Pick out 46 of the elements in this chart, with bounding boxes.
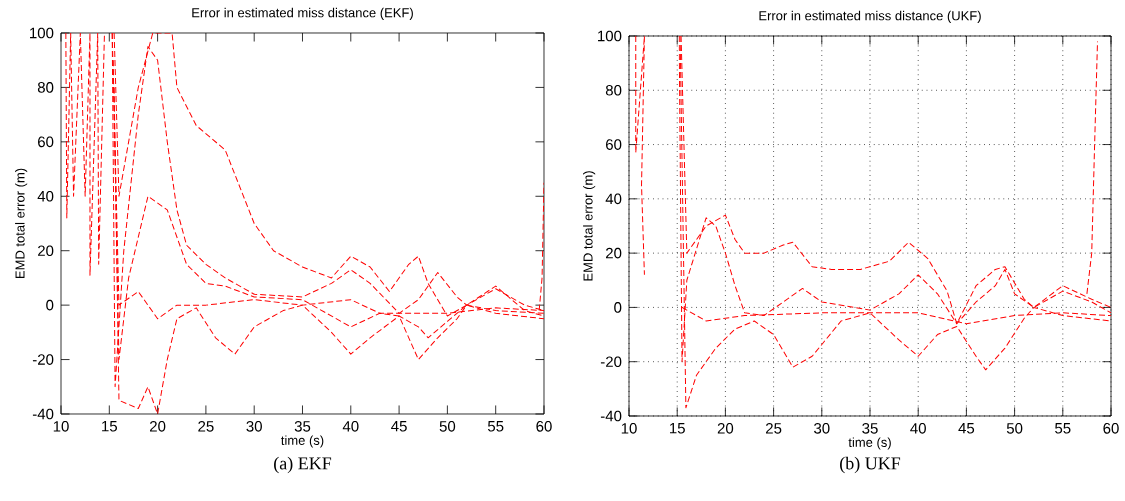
y-tick-label: 20 <box>606 247 622 259</box>
x-tick-label: 25 <box>198 421 214 432</box>
x-tick-label: 60 <box>1103 423 1119 434</box>
y-tick-label: 100 <box>598 30 622 42</box>
y-tick-label: 20 <box>38 245 54 257</box>
y-tick-label: 40 <box>605 193 622 205</box>
y-tick-label: -40 <box>600 410 622 422</box>
x-axis-title: time (s) <box>848 437 891 450</box>
x-tick-label: 55 <box>1055 423 1071 434</box>
text: (b) UKF <box>840 456 901 474</box>
x-tick-label: 40 <box>342 421 359 432</box>
x-tick-label: 30 <box>814 423 830 434</box>
chart-title: Error in estimated miss distance (EKF) <box>192 7 413 20</box>
y-axis-title: EMD total error (m) <box>15 168 28 279</box>
y-tick-label: 80 <box>605 84 622 96</box>
y-tick-label: -40 <box>32 408 54 420</box>
x-tick-label: 55 <box>487 421 504 432</box>
y-tick-label: 40 <box>37 190 54 202</box>
x-tick-label: 10 <box>621 423 637 434</box>
x-tick-label: 10 <box>53 421 69 432</box>
x-tick-label: 40 <box>910 423 926 434</box>
y-tick-label: 0 <box>614 302 622 313</box>
x-tick-label: 35 <box>294 421 311 432</box>
y-tick-label: 60 <box>38 136 54 148</box>
x-axis-title: time (s) <box>281 435 324 448</box>
x-tick-label: 60 <box>536 421 552 432</box>
x-tick-label: 15 <box>669 423 685 434</box>
y-tick-label: 60 <box>606 139 622 150</box>
x-tick-label: 20 <box>717 423 734 434</box>
y-tick-label: -20 <box>32 354 54 365</box>
y-axis-title: EMD total error (m) <box>583 171 596 281</box>
x-tick-label: 35 <box>862 423 878 434</box>
x-tick-label: 50 <box>1006 423 1023 434</box>
text: (a) EKF <box>274 456 332 474</box>
y-tick-label: 0 <box>46 299 54 311</box>
x-tick-label: 45 <box>958 423 975 434</box>
y-tick-label: -20 <box>600 356 622 368</box>
x-tick-label: 30 <box>246 421 262 432</box>
chart-title: Error in estimated miss distance (UKF) <box>759 10 981 23</box>
x-tick-label: 50 <box>439 421 456 432</box>
x-tick-label: 45 <box>391 421 407 432</box>
y-tick-label: 100 <box>30 27 54 39</box>
x-tick-label: 15 <box>102 421 118 432</box>
y-tick-label: 80 <box>37 82 54 93</box>
x-tick-label: 20 <box>150 421 166 432</box>
x-tick-label: 25 <box>766 423 782 434</box>
